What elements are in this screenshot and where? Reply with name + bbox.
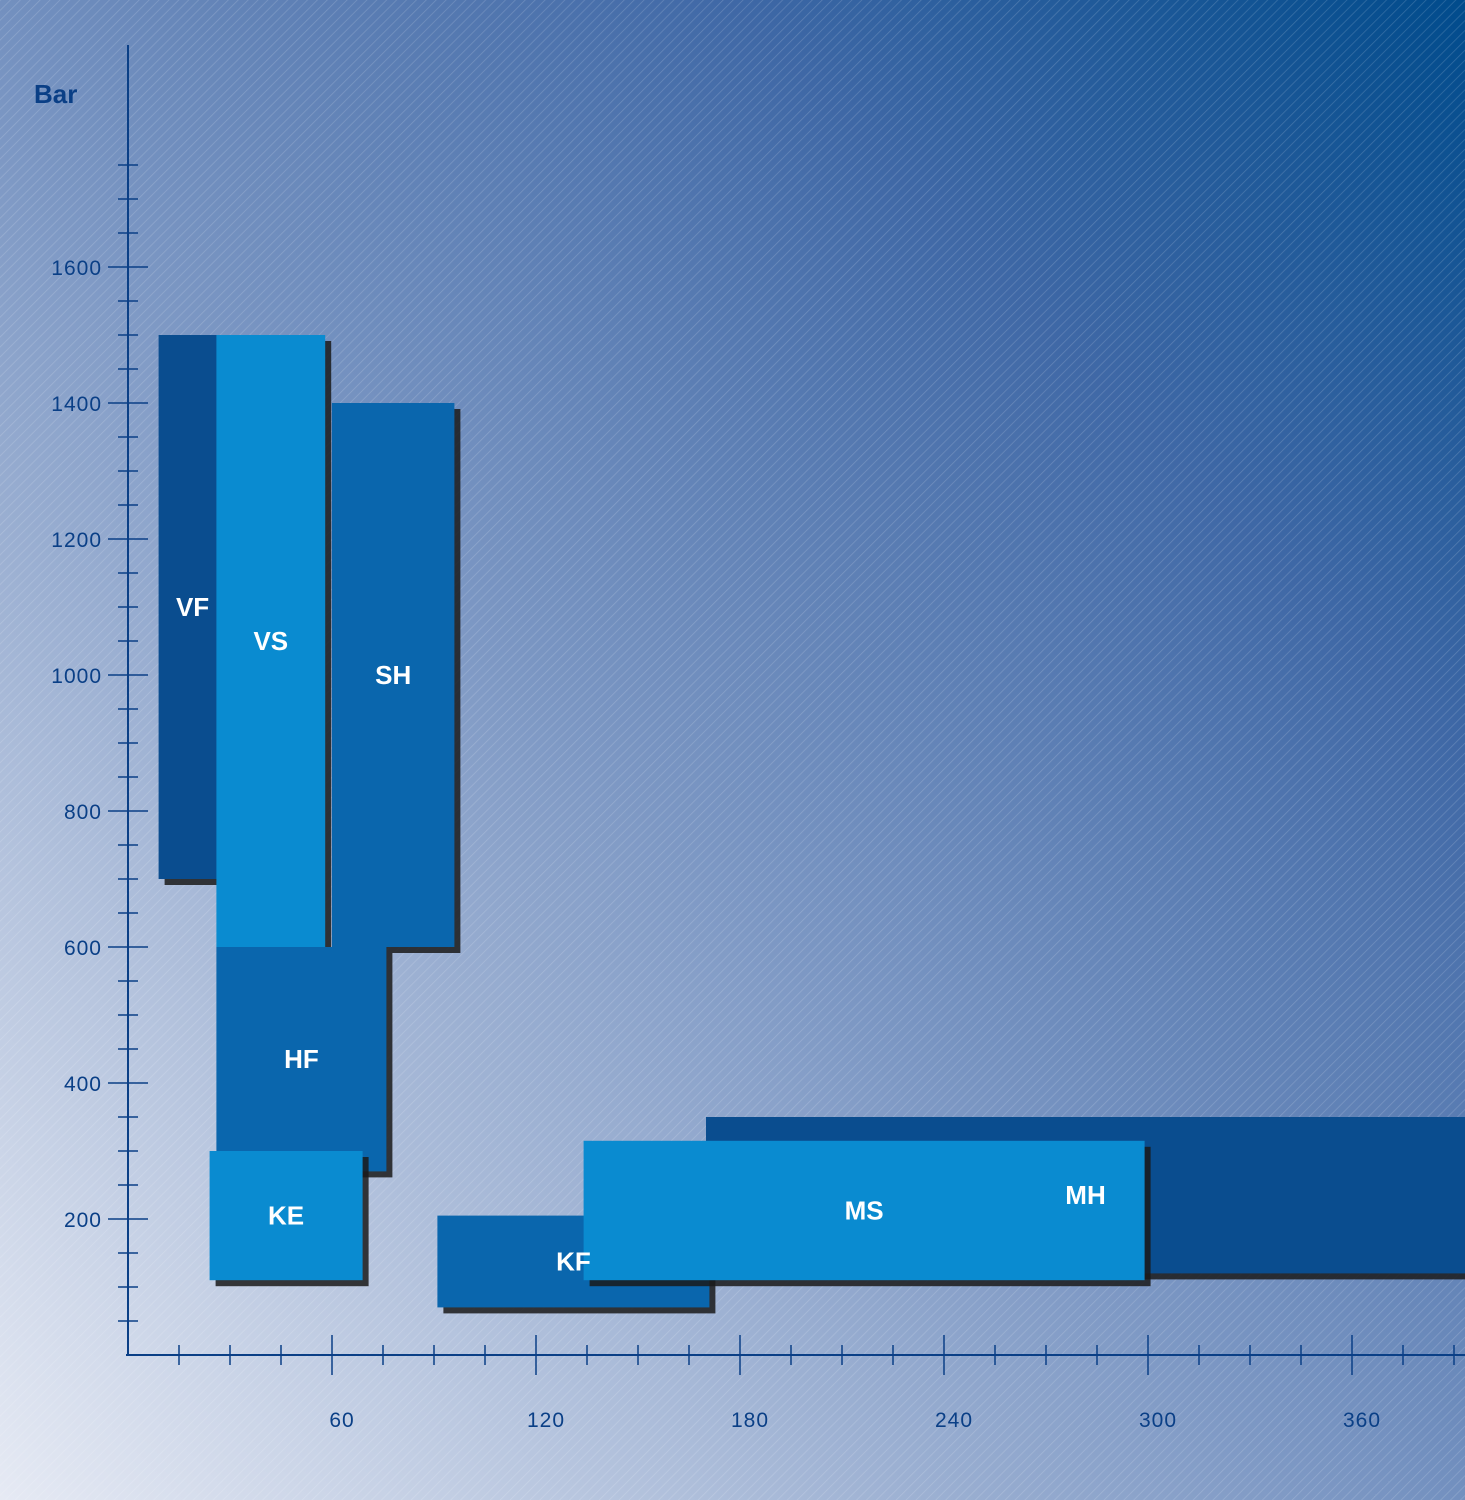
ticks-layer: 200 400 600 800 1000 1200 1400 1600 60 120 180 240 3… [51, 164, 1455, 1432]
bar-vs [216, 335, 326, 947]
x-tick-label: 360 [1343, 1409, 1381, 1432]
bar-labels-layer: MH VF VS SH HF KE KF MS [176, 592, 1106, 1277]
axes-layer: Bar [34, 45, 1465, 1356]
bar-ke [209, 1151, 363, 1281]
y-tick-label: 600 [64, 937, 102, 960]
bars-layer [158, 335, 1465, 1314]
bar-label-kf: KF [556, 1247, 591, 1277]
bar-label-vs: VS [253, 626, 288, 656]
bar-label-mh: MH [1065, 1180, 1105, 1210]
bar-group-ms [583, 1140, 1151, 1287]
bar-group-hf [216, 947, 393, 1178]
x-tick-label: 60 [329, 1409, 354, 1432]
bar-group-vs [216, 335, 332, 953]
x-tick-label: 120 [527, 1409, 565, 1432]
x-tick-label: 300 [1139, 1409, 1177, 1432]
y-tick-label: 400 [64, 1073, 102, 1096]
bar-label-sh: SH [375, 660, 411, 690]
bar-ms [583, 1140, 1145, 1281]
bar-hf [216, 947, 387, 1172]
x-tick-label: 180 [731, 1409, 769, 1432]
bar-vf [158, 335, 227, 879]
y-tick-label: 1000 [51, 665, 102, 688]
y-tick-label: 1200 [51, 529, 102, 552]
y-tick-label: 800 [64, 801, 102, 824]
y-tick-label: 1600 [51, 257, 102, 280]
x-tick-label: 240 [935, 1409, 973, 1432]
bar-sh [332, 403, 455, 947]
y-tick-label: 200 [64, 1209, 102, 1232]
bar-label-ms: MS [845, 1196, 884, 1226]
bar-label-ke: KE [268, 1201, 304, 1231]
bar-label-hf: HF [284, 1044, 319, 1074]
bar-group-sh [332, 403, 461, 953]
bar-group-ke [209, 1151, 369, 1287]
y-tick-label: 1400 [51, 393, 102, 416]
bar-label-vf: VF [176, 592, 209, 622]
y-axis-title: Bar [34, 79, 77, 109]
